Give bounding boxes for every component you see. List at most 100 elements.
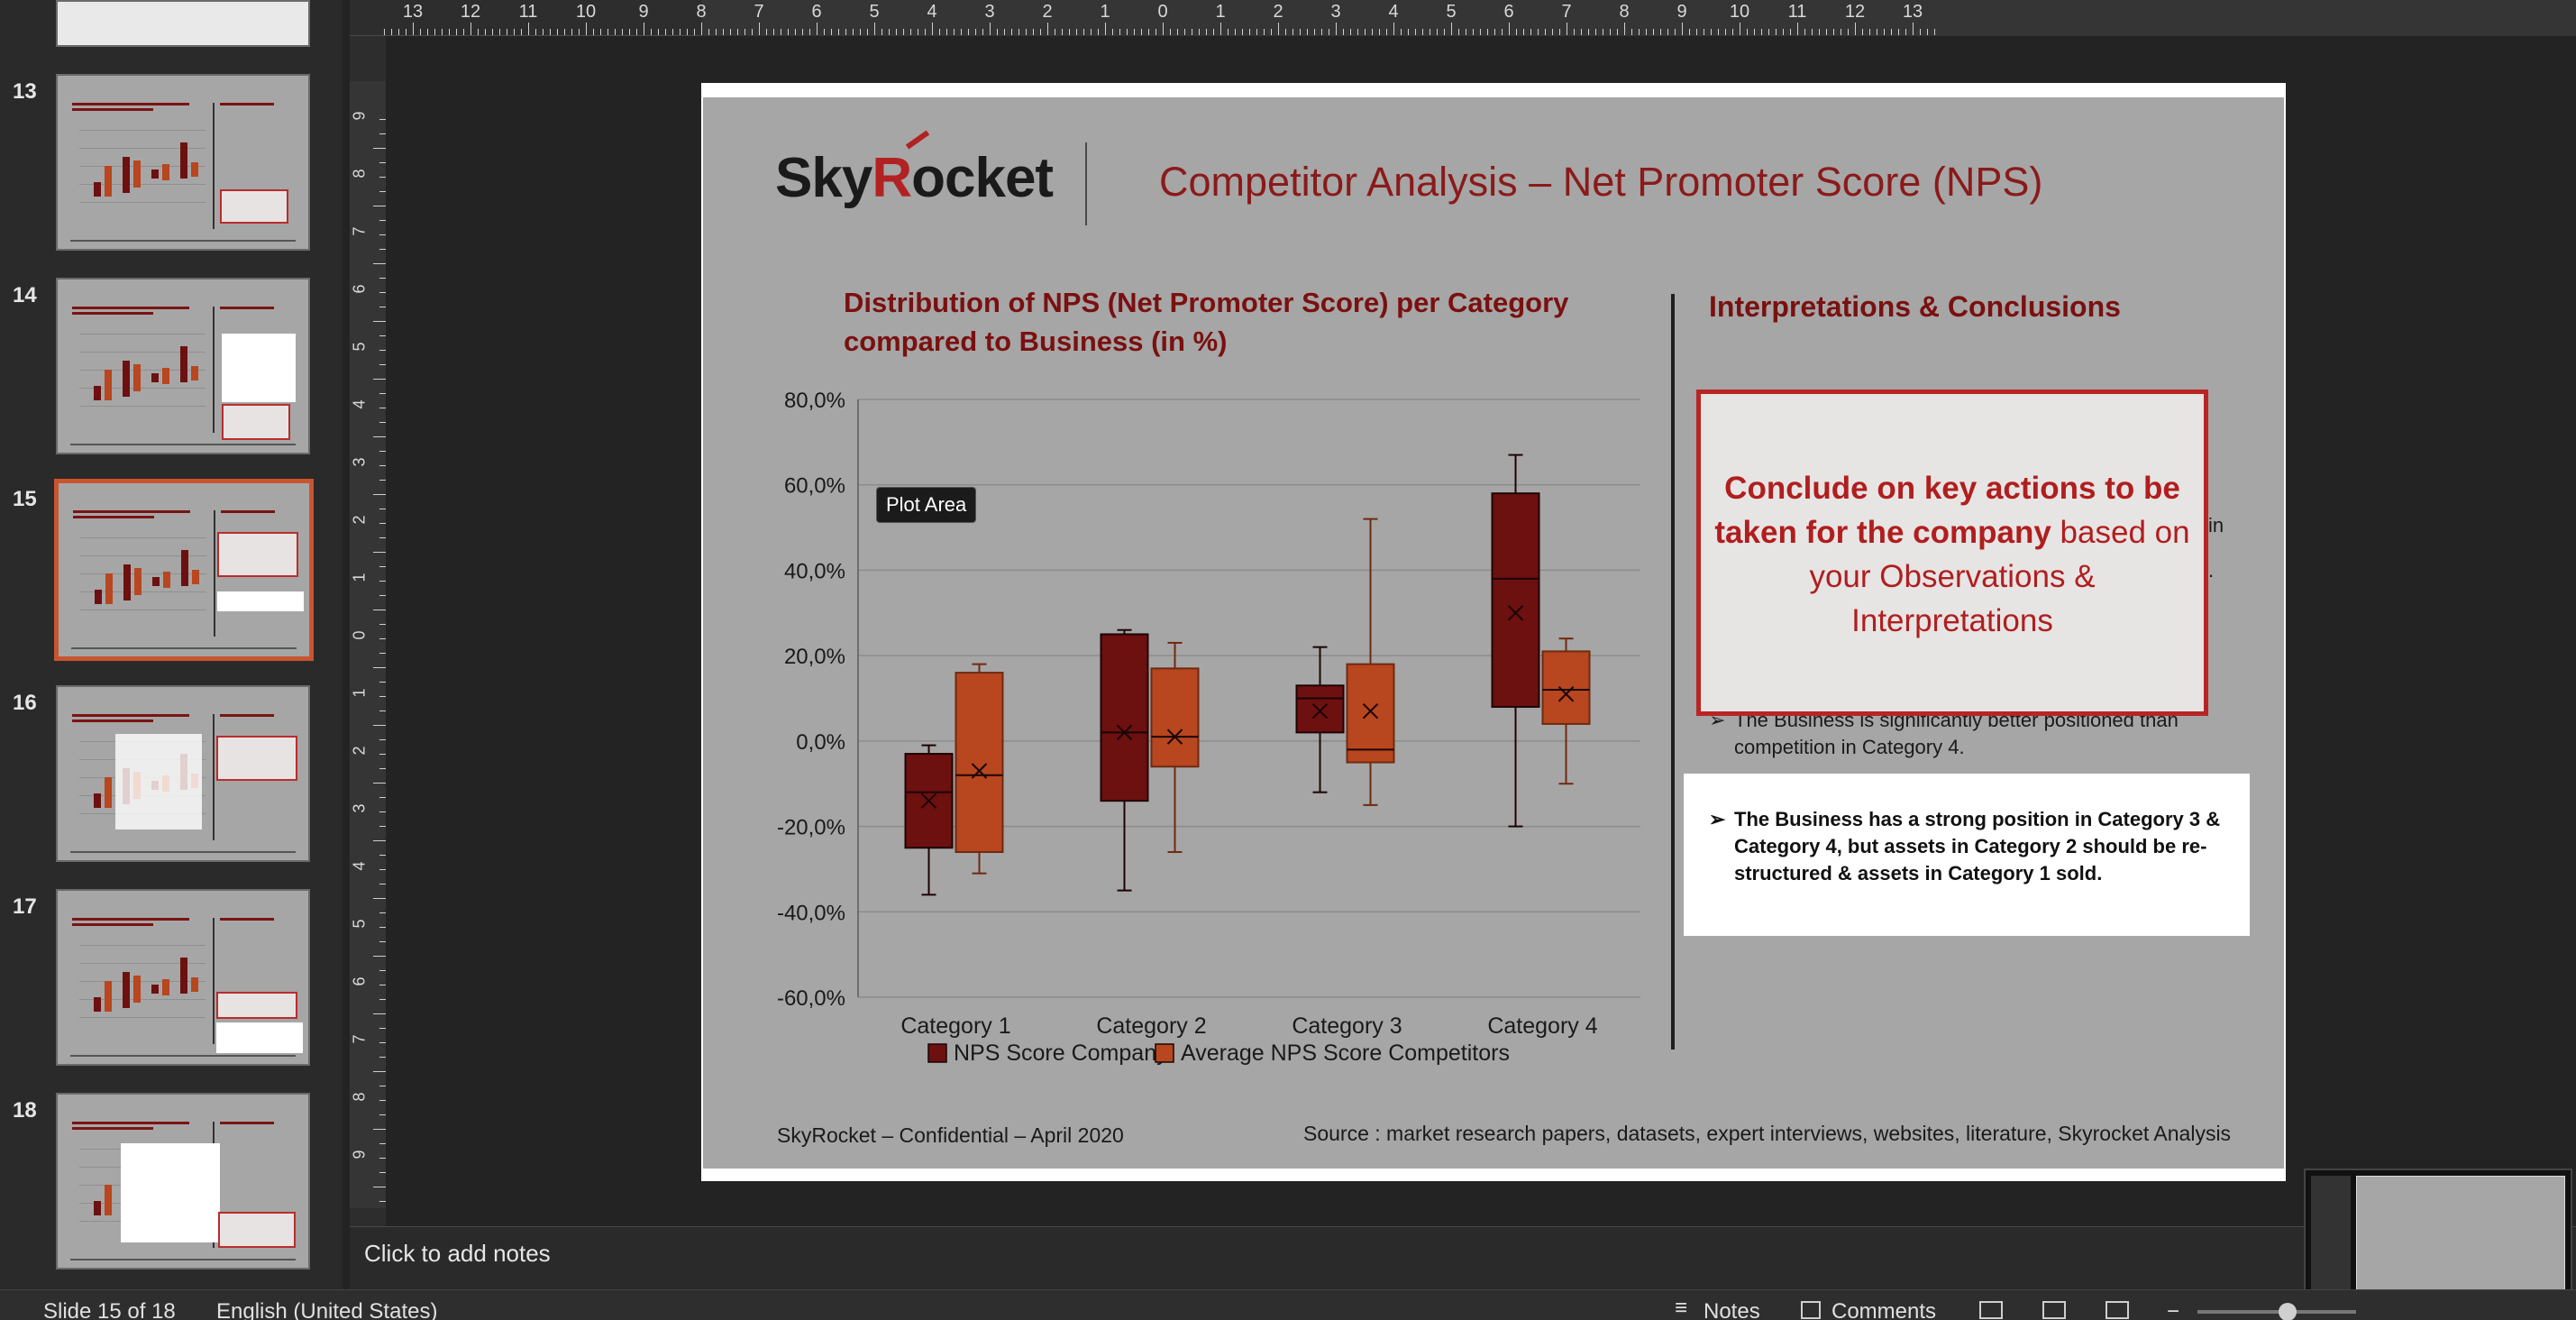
thumbnail-slide-preview[interactable] — [54, 479, 314, 661]
mean-marker — [1166, 729, 1183, 745]
slide-sorter-icon[interactable] — [2042, 1301, 2066, 1319]
thumbnail-slide-preview[interactable] — [56, 889, 310, 1066]
ruler-tick — [1761, 29, 1762, 35]
ruler-tick — [379, 855, 386, 856]
ruler-tick — [1559, 29, 1560, 35]
ruler-tick — [1437, 29, 1438, 35]
ruler-tick — [1631, 29, 1632, 35]
thumbnail-row[interactable]: 15 — [0, 479, 343, 662]
slide-counter[interactable]: Slide 15 of 18 — [43, 1299, 176, 1320]
ruler-tick — [379, 350, 386, 351]
thumb-interp-title — [220, 714, 274, 717]
thumb-gridline — [79, 352, 206, 353]
zoom-out-icon[interactable]: − — [2167, 1299, 2180, 1320]
thumbnail-row[interactable]: 13 — [0, 74, 343, 254]
zoom-slider-handle[interactable] — [2279, 1303, 2297, 1320]
thumbnail-row[interactable]: 16 — [0, 685, 343, 866]
thumbnail-slide-12[interactable] — [56, 0, 310, 47]
ruler-tick — [379, 566, 386, 567]
ruler-tick — [1105, 23, 1106, 35]
ruler-tick — [379, 797, 386, 798]
thumb-flag-image — [121, 1143, 220, 1242]
ruler-tick — [1732, 29, 1733, 35]
ruler-tick — [817, 23, 818, 35]
presenter-mini-preview[interactable] — [2304, 1169, 2572, 1309]
highlight-text-box[interactable] — [1684, 774, 2250, 936]
status-bar: Slide 15 of 18 English (United States) ≡… — [0, 1289, 2576, 1320]
mean-marker — [1116, 724, 1133, 741]
notes-placeholder[interactable]: Click to add notes — [364, 1240, 551, 1267]
ruler-tick — [379, 177, 386, 178]
ruler-label: 2 — [1042, 2, 1053, 22]
ruler-label: 1 — [1215, 2, 1226, 22]
thumbnail-slide-preview[interactable] — [56, 685, 310, 862]
slide-thumbnail-panel[interactable]: 13 14 15 16 17 18 — [0, 0, 343, 1289]
thumb-box-mark — [162, 164, 169, 180]
ruler-label: 1 — [350, 573, 369, 582]
ruler-label: 9 — [638, 2, 649, 22]
ruler-tick — [373, 494, 386, 495]
ruler-tick — [687, 29, 688, 35]
ruler-tick — [925, 29, 926, 35]
ruler-tick — [398, 29, 399, 35]
ruler-tick — [379, 710, 386, 711]
slide-title[interactable]: Competitor Analysis – Net Promoter Score… — [1159, 159, 2043, 205]
slide-canvas[interactable]: SkyRocket Competitor Analysis – Net Prom… — [701, 83, 2286, 1181]
ruler-tick — [379, 249, 386, 250]
interpretations-heading[interactable]: Interpretations & Conclusions — [1709, 290, 2121, 323]
reading-view-icon[interactable] — [2106, 1301, 2129, 1319]
footer-confidential[interactable]: SkyRocket – Confidential – April 2020 — [777, 1123, 1124, 1147]
nps-box-plot-chart[interactable]: 80,0% 60,0% 40,0% 20,0% 0,0% -20,0% -40,0% -60,… — [703, 97, 1667, 1080]
bullet-text: The Business has a strong position in Ca… — [1734, 808, 2221, 885]
thumb-box-mark — [94, 793, 101, 808]
ruler-tick — [672, 29, 673, 35]
notes-toggle[interactable]: Notes — [1704, 1299, 1760, 1320]
ruler-tick — [1545, 29, 1546, 35]
thumb-box-mark — [180, 958, 187, 994]
callout-box[interactable]: Conclude on key actions to be taken for … — [1696, 390, 2208, 716]
thumbnail-slide-preview[interactable] — [56, 74, 310, 251]
ruler-tick — [1271, 29, 1272, 35]
ruler-tick — [961, 29, 962, 35]
language-indicator[interactable]: English (United States) — [216, 1299, 438, 1320]
chart-title[interactable]: Distribution of NPS (Net Promoter Score)… — [844, 287, 1569, 357]
mean-marker — [920, 793, 937, 809]
y-tick-label: 80,0% — [784, 389, 845, 413]
thumbnail-row[interactable]: 14 — [0, 278, 343, 458]
thumbnail-slide-preview[interactable] — [56, 278, 310, 454]
ruler-tick — [1927, 29, 1928, 35]
thumb-callout — [217, 532, 298, 577]
notes-pane[interactable]: Click to add notes — [350, 1226, 2576, 1289]
ruler-tick — [1062, 29, 1063, 35]
ruler-tick — [373, 552, 386, 553]
comments-toggle[interactable]: Comments — [1832, 1299, 1937, 1320]
thumb-divider — [213, 103, 215, 229]
thumbnail-row[interactable]: 17 — [0, 889, 343, 1069]
ruler-tick — [1386, 29, 1387, 35]
ruler-label: 13 — [402, 2, 424, 22]
ruler-tick — [379, 754, 386, 755]
ruler-tick — [379, 422, 386, 423]
ruler-tick — [1905, 29, 1906, 35]
conclusion-bullet[interactable]: ➢ The Business has a strong position in … — [1709, 806, 2232, 887]
thumbnail-slide-preview[interactable] — [56, 1093, 310, 1270]
thumbnail-partial[interactable] — [0, 0, 343, 47]
thumb-gridline — [79, 130, 206, 131]
ruler-tick — [1314, 29, 1315, 35]
thumb-footer — [70, 240, 296, 242]
thumbnail-row[interactable]: 18 — [0, 1093, 343, 1273]
footer-source[interactable]: Source : market research papers, dataset… — [1303, 1122, 2232, 1145]
box-mark — [1541, 650, 1591, 725]
zoom-slider[interactable] — [2197, 1310, 2356, 1314]
ruler-label: 6 — [1503, 2, 1514, 22]
ruler-tick — [379, 278, 386, 279]
ruler-tick — [470, 23, 471, 35]
ruler-tick — [1898, 29, 1899, 35]
ruler-tick — [379, 480, 386, 481]
ruler-tick — [1869, 29, 1870, 35]
ruler-tick — [997, 29, 998, 35]
ruler-tick — [373, 956, 386, 957]
normal-view-icon[interactable] — [1979, 1301, 2003, 1319]
thumb-footer — [70, 444, 296, 445]
